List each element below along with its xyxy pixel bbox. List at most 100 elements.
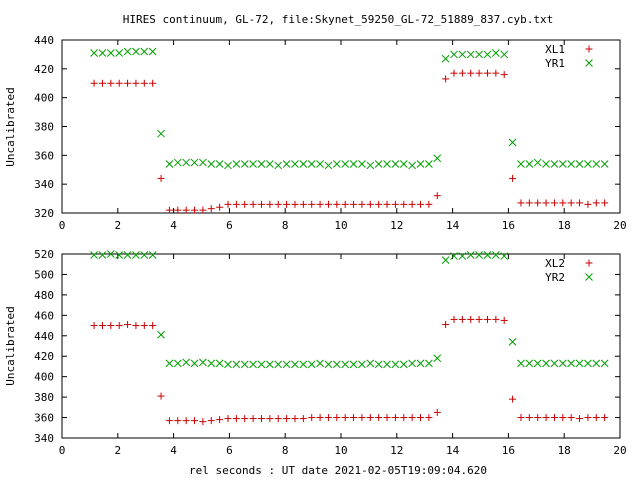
series-YR1: [90, 47, 609, 170]
data-point: [592, 414, 600, 422]
data-point: [332, 160, 341, 168]
y-tick-label: 320: [34, 207, 54, 220]
data-point: [140, 322, 148, 330]
data-point: [283, 200, 291, 208]
data-point: [433, 354, 442, 363]
data-point: [600, 160, 609, 168]
x-tick-label: 14: [446, 219, 460, 232]
data-point: [584, 359, 592, 368]
data-point: [391, 360, 400, 369]
y-tick-label: 520: [34, 248, 54, 261]
legend-label: YR1: [545, 57, 565, 70]
data-point: [299, 360, 308, 369]
data-point: [533, 158, 542, 167]
data-point: [400, 200, 408, 208]
data-point: [500, 252, 509, 260]
data-point: [240, 160, 249, 168]
data-point: [491, 49, 500, 57]
x-tick-label: 6: [226, 444, 233, 457]
data-point: [90, 251, 98, 259]
data-point: [517, 160, 525, 168]
data-point: [408, 200, 416, 208]
data-point: [215, 359, 224, 368]
data-point: [400, 414, 408, 422]
data-point: [316, 200, 324, 208]
data-point: [132, 251, 140, 259]
data-point: [316, 414, 324, 422]
x-tick-label: 10: [334, 219, 347, 232]
data-point: [567, 160, 576, 168]
data-point: [450, 50, 458, 59]
data-point: [165, 206, 173, 214]
data-point: [525, 199, 533, 207]
data-point: [558, 160, 567, 168]
data-point: [241, 415, 249, 423]
data-point: [299, 160, 308, 168]
data-point: [458, 50, 467, 59]
data-point: [441, 256, 450, 264]
legend-marker: [585, 273, 593, 281]
data-point: [442, 75, 450, 83]
data-point: [182, 417, 190, 425]
y-tick-label: 380: [34, 391, 54, 404]
data-point: [600, 359, 609, 368]
data-point: [266, 415, 274, 423]
data-point: [601, 199, 609, 207]
data-point: [98, 251, 107, 259]
x-tick-label: 0: [59, 444, 66, 457]
data-point: [266, 160, 274, 168]
data-point: [249, 415, 257, 423]
x-tick-label: 14: [446, 444, 460, 457]
data-point: [567, 414, 575, 422]
data-point: [207, 359, 216, 368]
x-tick-label: 16: [502, 219, 515, 232]
data-point: [416, 160, 425, 168]
data-point: [416, 359, 425, 368]
data-point: [232, 415, 240, 423]
data-point: [374, 360, 383, 369]
data-point: [307, 360, 316, 369]
data-point: [199, 358, 207, 367]
data-point: [358, 414, 366, 422]
data-point: [199, 158, 207, 167]
data-point: [550, 414, 558, 422]
data-point: [98, 49, 107, 57]
data-point: [500, 316, 508, 324]
y-tick-label: 460: [34, 309, 54, 322]
data-point: [182, 358, 191, 367]
y-tick-label: 380: [34, 121, 54, 134]
data-point: [391, 200, 399, 208]
x-tick-label: 18: [558, 219, 571, 232]
data-point: [374, 160, 383, 168]
data-point: [266, 200, 274, 208]
data-point: [333, 200, 341, 208]
data-point: [123, 251, 132, 259]
data-point: [508, 338, 517, 346]
data-point: [274, 415, 282, 423]
data-point: [483, 315, 491, 323]
data-point: [224, 415, 232, 423]
data-point: [475, 315, 483, 323]
data-point: [483, 50, 492, 59]
data-point: [542, 359, 550, 368]
data-point: [450, 315, 458, 323]
data-point: [559, 199, 567, 207]
data-point: [165, 417, 173, 425]
data-point: [483, 251, 492, 259]
data-point: [542, 160, 550, 168]
y-tick-label: 420: [34, 350, 54, 363]
data-point: [349, 160, 358, 168]
data-point: [508, 138, 517, 147]
data-point: [408, 359, 416, 368]
data-point: [358, 360, 366, 369]
y-tick-label: 400: [34, 92, 54, 105]
y-axis-label: Uncalibrated: [4, 306, 17, 385]
data-point: [257, 415, 265, 423]
x-tick-label: 0: [59, 219, 66, 232]
data-point: [115, 49, 124, 57]
data-point: [601, 414, 609, 422]
y-tick-label: 340: [34, 178, 54, 191]
data-point: [173, 158, 182, 167]
